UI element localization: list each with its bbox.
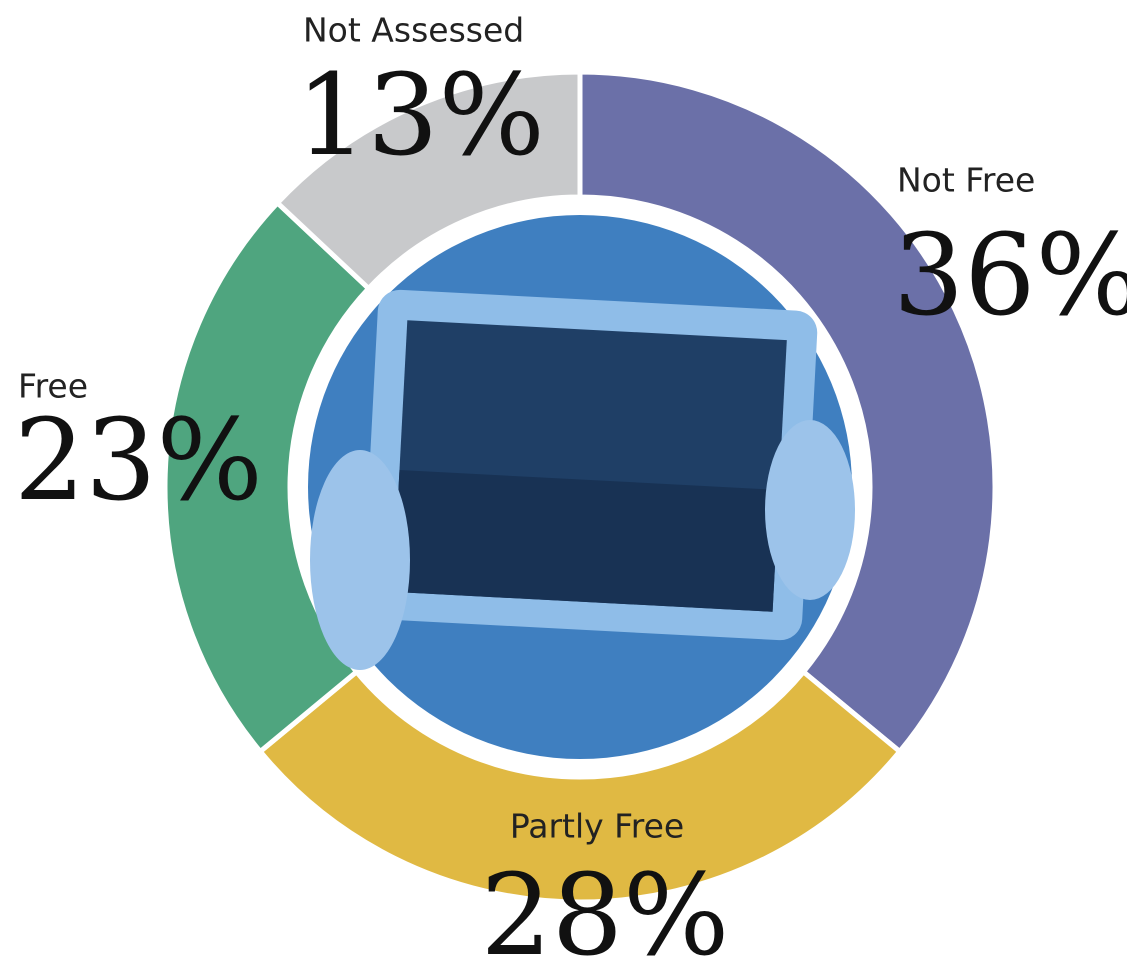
screen-crowd — [393, 470, 779, 612]
slice-percent: 28% — [481, 851, 730, 971]
center-photo — [298, 205, 862, 769]
slice-name: Partly Free — [510, 807, 684, 846]
slice-percent: 36% — [893, 211, 1127, 341]
chart: Not Free36%Partly Free28%Free23%Not Asse… — [0, 0, 1127, 971]
slice-name: Not Assessed — [303, 11, 524, 50]
slice-percent: 13% — [296, 51, 545, 181]
slice-name: Not Free — [897, 161, 1035, 200]
left-hand — [310, 450, 410, 670]
right-hand — [765, 420, 855, 600]
page: Not Free36%Partly Free28%Free23%Not Asse… — [0, 0, 1127, 971]
slice-percent: 23% — [14, 396, 263, 526]
